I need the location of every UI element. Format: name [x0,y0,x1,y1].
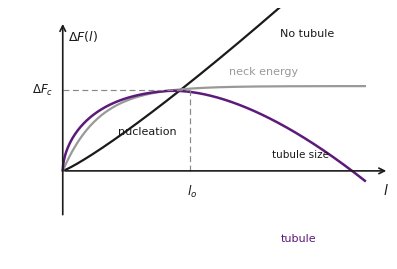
Text: $l_o$: $l_o$ [187,184,198,200]
Text: $\Delta F(l)$: $\Delta F(l)$ [68,29,98,44]
Text: No tubule: No tubule [280,29,335,39]
Text: nucleation: nucleation [118,127,177,137]
Text: tubule: tubule [281,233,316,244]
Text: $\Delta F_c$: $\Delta F_c$ [33,83,54,98]
Text: tubule size: tubule size [272,150,329,160]
Text: $l$: $l$ [383,183,389,198]
Text: neck energy: neck energy [229,67,298,77]
